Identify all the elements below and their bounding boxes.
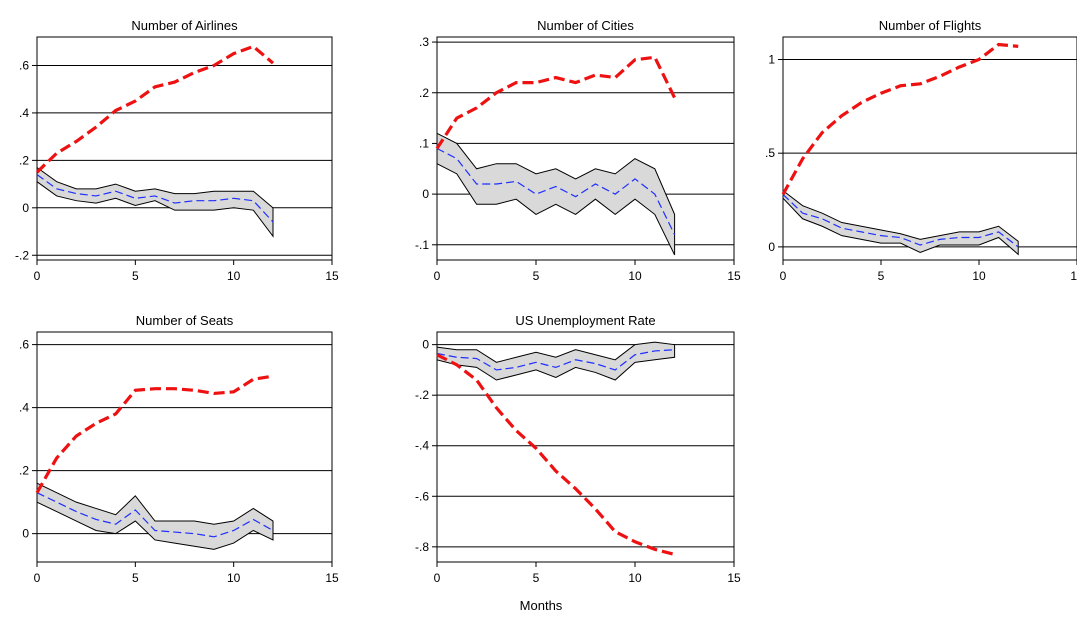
- y-tick-label: .4: [19, 401, 29, 415]
- x-tick-label: 15: [727, 269, 741, 283]
- chart-panel-4: Number of Seats 0 .2 .4 .6 0 5 10 15: [19, 313, 339, 585]
- chart-title: Number of Cities: [537, 18, 634, 33]
- x-tick-label: 15: [325, 269, 339, 283]
- x-tick-label: 10: [227, 269, 241, 283]
- x-tick-label: 5: [533, 571, 540, 585]
- plot-frame: [436, 331, 735, 563]
- chart-title: Number of Airlines: [131, 18, 238, 33]
- blue-dashed-series: [436, 349, 675, 371]
- blue-dashed-series: [436, 147, 676, 235]
- red-dashed-series: [781, 42, 1019, 196]
- x-tick-label: 15: [727, 571, 741, 585]
- x-tick-label: 5: [132, 269, 139, 283]
- x-tick-label: 0: [434, 571, 441, 585]
- x-tick-label: 0: [434, 269, 441, 283]
- confidence-band: [36, 166, 274, 238]
- y-tick-label: -.2: [415, 388, 429, 402]
- y-tick-label: .2: [419, 86, 429, 100]
- confidence-band: [436, 132, 676, 256]
- x-tick-label: 5: [533, 269, 540, 283]
- y-tick-label: .6: [19, 338, 29, 352]
- y-tick-label: .4: [19, 106, 29, 120]
- x-tick-label: 5: [132, 571, 139, 585]
- y-tick-label: 0: [422, 338, 429, 352]
- x-tick-label: 0: [780, 269, 787, 283]
- figure-x-axis-label: Months: [520, 598, 563, 613]
- x-tick-label: 0: [34, 571, 41, 585]
- red-dashed-series: [436, 353, 675, 556]
- chart-panel-2: Number of Cities -.1 0 .1 .2 .3 0 5 10 15: [415, 18, 741, 283]
- plot-frame: [436, 36, 735, 261]
- y-tick-label: -.2: [15, 248, 29, 262]
- y-tick-label: -.4: [415, 439, 429, 453]
- x-tick-label: 5: [878, 269, 885, 283]
- y-tick-label: .3: [419, 35, 429, 49]
- y-tick-label: .1: [419, 136, 429, 150]
- x-tick-label: 10: [628, 269, 642, 283]
- y-tick-label: 0: [422, 187, 429, 201]
- x-tick-label: 10: [227, 571, 241, 585]
- confidence-band: [36, 482, 274, 550]
- blue-dashed-series: [36, 492, 274, 538]
- y-tick-label: -.1: [415, 238, 429, 252]
- chart-panel-5: US Unemployment Rate -.8 -.6 -.4 -.2 0 0 5 10 15: [415, 313, 741, 585]
- x-tick-label: 15: [1070, 269, 1077, 283]
- y-tick-label: .6: [19, 58, 29, 72]
- plot-frame: [36, 36, 333, 261]
- y-tick-label: 0: [768, 240, 775, 254]
- chart-panel-1: Number of Airlines -.2 0 .2 .4 .6 0 5 10 15: [15, 18, 339, 283]
- red-dashed-series: [35, 44, 275, 174]
- plot-frame: [36, 331, 333, 563]
- blue-dashed-series: [36, 174, 274, 223]
- y-tick-label: -.6: [415, 489, 429, 503]
- y-tick-label: 0: [22, 527, 29, 541]
- y-tick-label: -.8: [415, 540, 429, 554]
- y-tick-label: 1: [768, 52, 775, 66]
- x-tick-label: 0: [34, 269, 41, 283]
- y-tick-label: .2: [19, 153, 29, 167]
- plot-frame: [782, 36, 1077, 261]
- x-tick-label: 10: [972, 269, 986, 283]
- chart-title: Number of Flights: [879, 18, 982, 33]
- blue-dashed-series: [782, 193, 1019, 248]
- confidence-band: [782, 189, 1019, 256]
- red-dashed-series: [435, 55, 677, 150]
- x-tick-label: 15: [325, 571, 339, 585]
- y-tick-label: 0: [22, 201, 29, 215]
- confidence-band: [436, 341, 676, 381]
- y-tick-label: .5: [765, 146, 775, 160]
- x-tick-label: 10: [628, 571, 642, 585]
- y-tick-label: .2: [19, 464, 29, 478]
- red-dashed-series: [35, 374, 274, 494]
- chart-title: Number of Seats: [136, 313, 234, 328]
- chart-title: US Unemployment Rate: [515, 313, 655, 328]
